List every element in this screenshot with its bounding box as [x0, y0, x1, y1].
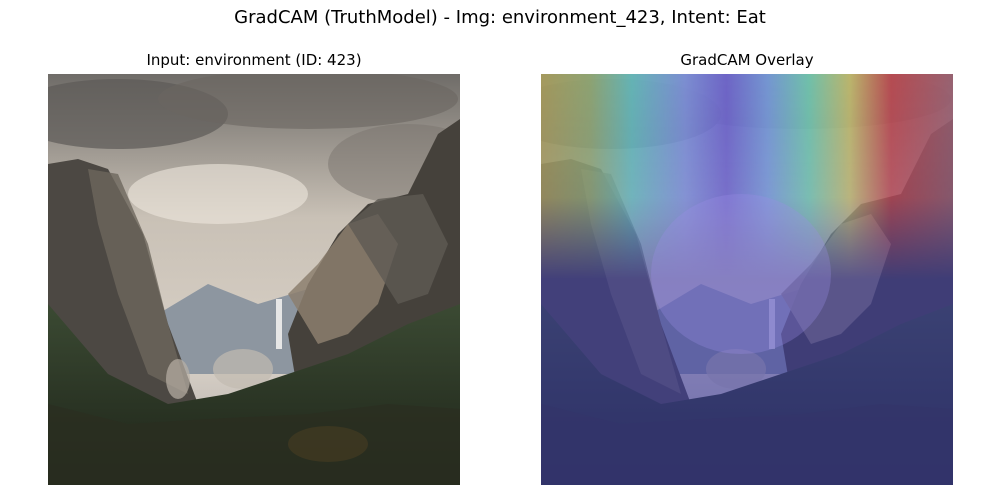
- input-image: [48, 74, 460, 485]
- figure-title: GradCAM (TruthModel) - Img: environment_…: [234, 7, 766, 28]
- gradcam-overlay-image: [541, 74, 953, 485]
- overlay-panel-title: GradCAM Overlay: [680, 51, 814, 69]
- landscape-photo: [48, 74, 460, 485]
- heatmap-overlay: [541, 74, 953, 485]
- input-panel-title: Input: environment (ID: 423): [146, 51, 362, 69]
